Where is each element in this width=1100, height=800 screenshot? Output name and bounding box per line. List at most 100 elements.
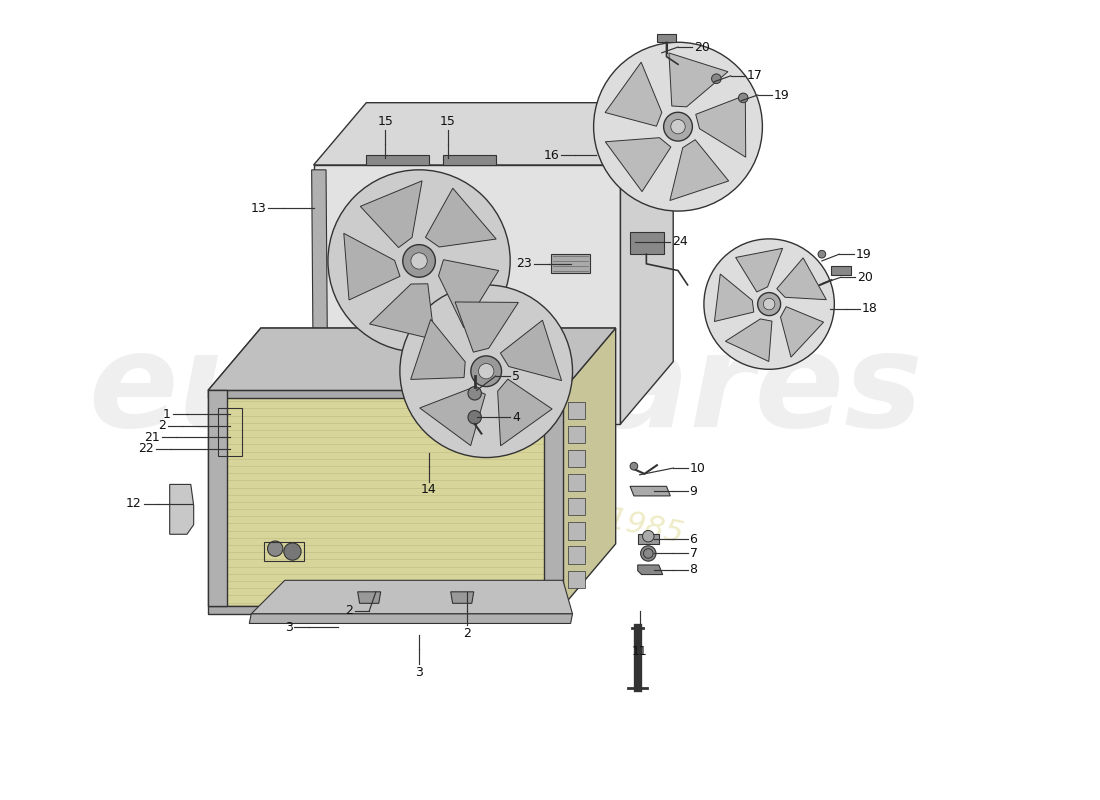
Polygon shape bbox=[638, 534, 659, 544]
Polygon shape bbox=[620, 102, 673, 424]
Circle shape bbox=[403, 245, 436, 278]
Polygon shape bbox=[451, 592, 474, 603]
Polygon shape bbox=[208, 390, 228, 606]
Polygon shape bbox=[314, 102, 673, 165]
Polygon shape bbox=[657, 34, 676, 42]
Polygon shape bbox=[169, 484, 194, 534]
Text: 17: 17 bbox=[747, 70, 763, 82]
Text: 19: 19 bbox=[856, 248, 871, 261]
Text: 2: 2 bbox=[158, 419, 166, 432]
Text: 2: 2 bbox=[345, 605, 353, 618]
Circle shape bbox=[763, 298, 774, 310]
Text: 3: 3 bbox=[285, 621, 293, 634]
Circle shape bbox=[663, 112, 692, 141]
Circle shape bbox=[818, 250, 826, 258]
Polygon shape bbox=[736, 248, 782, 292]
Text: 9: 9 bbox=[690, 485, 697, 498]
Text: a passion for parts since 1985: a passion for parts since 1985 bbox=[229, 424, 686, 549]
Text: 11: 11 bbox=[631, 645, 648, 658]
Circle shape bbox=[471, 356, 502, 386]
Text: 23: 23 bbox=[517, 258, 532, 270]
Polygon shape bbox=[361, 181, 422, 247]
Text: 1: 1 bbox=[163, 408, 170, 421]
Polygon shape bbox=[568, 426, 585, 443]
Polygon shape bbox=[568, 402, 585, 419]
Circle shape bbox=[267, 541, 283, 556]
Polygon shape bbox=[410, 319, 465, 379]
Polygon shape bbox=[370, 284, 434, 340]
Circle shape bbox=[478, 363, 494, 379]
Text: 3: 3 bbox=[415, 666, 424, 678]
Text: 15: 15 bbox=[377, 114, 394, 128]
Circle shape bbox=[400, 285, 572, 458]
Text: 14: 14 bbox=[421, 483, 437, 497]
Circle shape bbox=[758, 293, 781, 316]
Polygon shape bbox=[497, 379, 552, 446]
Polygon shape bbox=[358, 592, 381, 603]
Polygon shape bbox=[311, 170, 328, 419]
Text: 6: 6 bbox=[690, 533, 697, 546]
Polygon shape bbox=[208, 390, 563, 606]
Polygon shape bbox=[605, 138, 671, 192]
Polygon shape bbox=[670, 140, 728, 201]
Polygon shape bbox=[568, 546, 585, 564]
Circle shape bbox=[640, 546, 656, 561]
Polygon shape bbox=[568, 570, 585, 588]
Circle shape bbox=[411, 253, 427, 269]
Polygon shape bbox=[426, 188, 496, 247]
Circle shape bbox=[630, 462, 638, 470]
Polygon shape bbox=[669, 53, 728, 107]
Circle shape bbox=[704, 239, 834, 370]
Polygon shape bbox=[695, 95, 746, 157]
Polygon shape bbox=[443, 155, 496, 165]
Polygon shape bbox=[714, 274, 754, 322]
Circle shape bbox=[738, 93, 748, 102]
Polygon shape bbox=[251, 580, 572, 614]
Polygon shape bbox=[781, 306, 824, 357]
Polygon shape bbox=[605, 62, 662, 126]
Polygon shape bbox=[366, 155, 429, 165]
Text: 5: 5 bbox=[513, 370, 520, 382]
Text: eurospares: eurospares bbox=[88, 327, 923, 454]
Polygon shape bbox=[500, 320, 562, 381]
Circle shape bbox=[712, 74, 722, 83]
Polygon shape bbox=[543, 390, 563, 606]
Polygon shape bbox=[439, 260, 498, 327]
Text: 8: 8 bbox=[690, 563, 697, 576]
Circle shape bbox=[328, 170, 510, 352]
Circle shape bbox=[468, 410, 482, 424]
Circle shape bbox=[594, 42, 762, 211]
Polygon shape bbox=[208, 328, 616, 390]
Circle shape bbox=[642, 530, 654, 542]
Polygon shape bbox=[568, 498, 585, 515]
Polygon shape bbox=[568, 450, 585, 467]
Polygon shape bbox=[208, 390, 563, 398]
Polygon shape bbox=[208, 328, 616, 390]
Polygon shape bbox=[777, 258, 826, 300]
Polygon shape bbox=[208, 606, 563, 614]
Polygon shape bbox=[832, 266, 850, 275]
Text: 12: 12 bbox=[126, 497, 142, 510]
Polygon shape bbox=[551, 254, 590, 274]
Text: 2: 2 bbox=[463, 627, 471, 640]
Text: 21: 21 bbox=[144, 431, 161, 444]
Polygon shape bbox=[630, 232, 663, 254]
Text: 20: 20 bbox=[857, 270, 873, 284]
Polygon shape bbox=[638, 565, 662, 574]
Text: 13: 13 bbox=[251, 202, 266, 214]
Circle shape bbox=[284, 543, 301, 560]
Circle shape bbox=[468, 386, 482, 400]
Text: 24: 24 bbox=[672, 235, 688, 248]
Polygon shape bbox=[563, 328, 616, 606]
Polygon shape bbox=[420, 388, 485, 446]
Text: 22: 22 bbox=[139, 442, 154, 455]
Polygon shape bbox=[568, 474, 585, 491]
Polygon shape bbox=[455, 302, 518, 352]
Text: 4: 4 bbox=[513, 410, 520, 424]
Circle shape bbox=[671, 119, 685, 134]
Text: 20: 20 bbox=[694, 41, 711, 54]
Polygon shape bbox=[630, 486, 670, 496]
Text: 16: 16 bbox=[543, 149, 559, 162]
Text: 15: 15 bbox=[440, 114, 455, 128]
Polygon shape bbox=[568, 522, 585, 539]
